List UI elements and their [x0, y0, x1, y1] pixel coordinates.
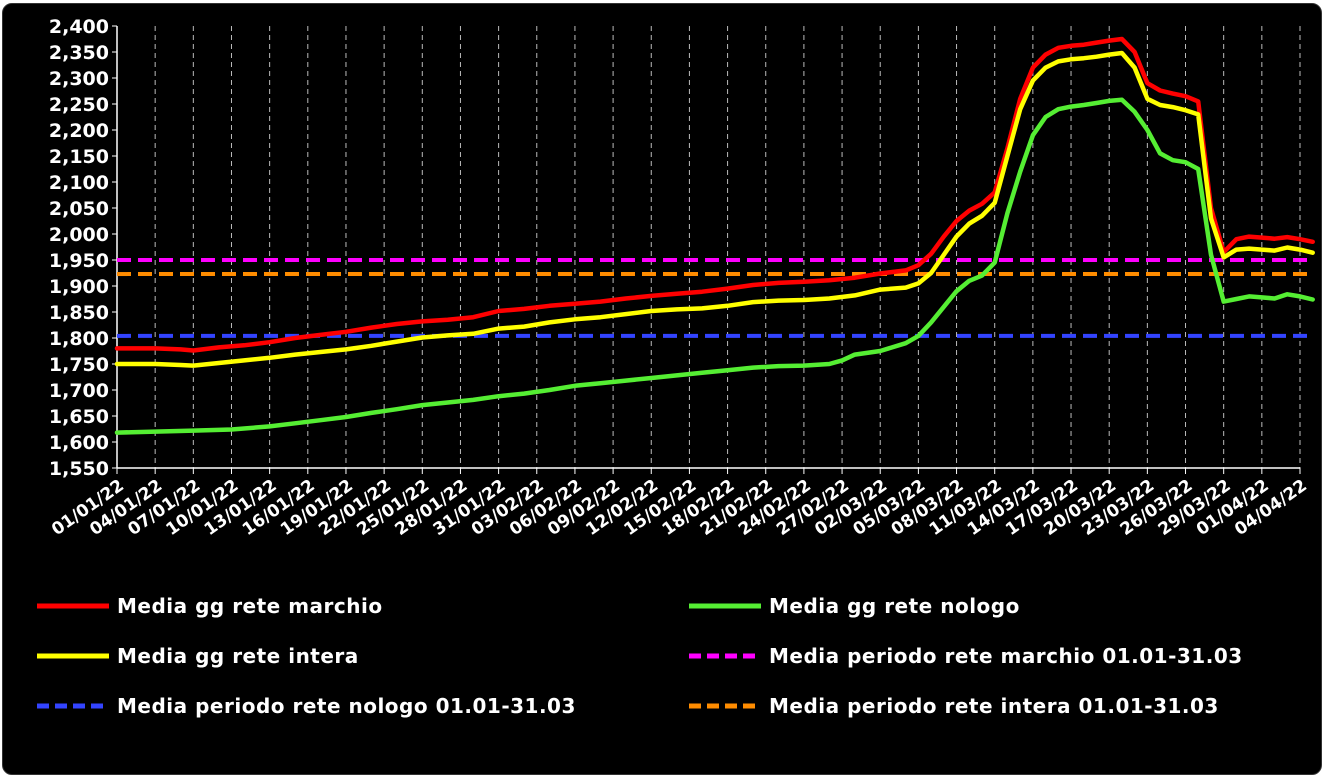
y-tick-label: 1,550 [49, 458, 109, 480]
y-tick-label: 1,800 [49, 328, 109, 350]
legend-label: Media periodo rete marchio 01.01-31.03 [769, 644, 1243, 668]
chart-frame: 1,550 1,600 1,650 1,700 1,750 1,800 1,850 1,900… [2, 3, 1322, 775]
series-line-media-gg-rete-marchio [114, 36, 1315, 353]
line-chart: 1,550 1,600 1,650 1,700 1,750 1,800 1,850 1,900… [37, 16, 1315, 718]
y-tick-label: 1,900 [49, 276, 109, 298]
y-tick-label: 2,250 [49, 94, 109, 116]
y-tick-label: 2,100 [49, 172, 109, 194]
series-line-media-gg-rete-intera [114, 50, 1315, 368]
y-tick-label: 2,000 [49, 224, 109, 246]
legend-label: Media gg rete marchio [117, 594, 383, 618]
y-axis-tick-labels: 1,550 1,600 1,650 1,700 1,750 1,800 1,850 1,900… [49, 16, 109, 480]
series-lines [114, 36, 1315, 435]
y-tick-label: 2,050 [49, 198, 109, 220]
y-tick-label: 1,850 [49, 302, 109, 324]
x-axis-tick-labels: 01/01/2204/01/2207/01/2210/01/2213/01/22… [48, 476, 1311, 540]
y-tick-label: 1,750 [49, 354, 109, 376]
y-tick-label: 1,700 [49, 380, 109, 402]
y-tick-label: 2,350 [49, 42, 109, 64]
axes [112, 25, 1301, 474]
legend-label: Media gg rete nologo [769, 594, 1020, 618]
legend-label: Media periodo rete intera 01.01-31.03 [769, 694, 1219, 718]
legend: Media gg rete marchio Media gg rete nolog… [37, 594, 1243, 718]
y-tick-label: 2,200 [49, 120, 109, 142]
y-tick-label: 1,600 [49, 432, 109, 454]
y-tick-label: 1,950 [49, 250, 109, 272]
y-tick-label: 2,300 [49, 68, 109, 90]
legend-label: Media gg rete intera [117, 644, 359, 668]
series-line-media-gg-rete-nologo [114, 97, 1315, 435]
grid [116, 26, 1301, 468]
legend-label: Media periodo rete nologo 01.01-31.03 [117, 694, 576, 718]
y-tick-label: 2,150 [49, 146, 109, 168]
y-tick-label: 2,400 [49, 16, 109, 38]
y-tick-label: 1,650 [49, 406, 109, 428]
